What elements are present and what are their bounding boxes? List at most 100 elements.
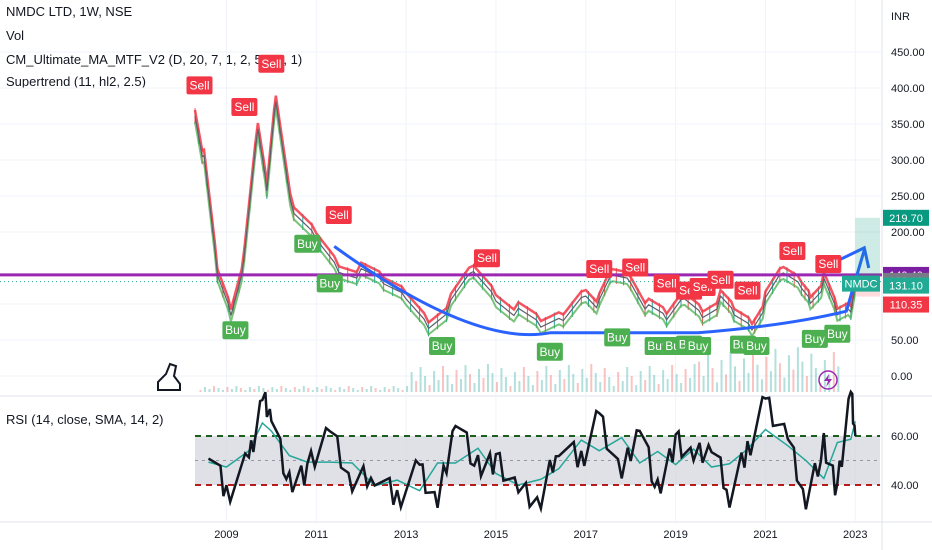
symbol-title[interactable]: NMDC LTD, 1W, NSE (6, 4, 133, 19)
volume-bar (738, 380, 741, 392)
volume-bar (630, 376, 633, 392)
time-axis-tick: 2021 (753, 529, 777, 541)
ma-indicator-legend[interactable]: CM_Ultimate_MA_MTF_V2 (D, 20, 7, 1, 2, 5… (6, 52, 303, 67)
volume-bar (599, 382, 602, 392)
volume-bar (572, 374, 575, 392)
sell-signal-label: Sell (329, 208, 349, 222)
volume-bar (329, 388, 332, 392)
buy-signal-box (801, 329, 828, 348)
volume-bar (612, 386, 615, 392)
volume-bar (716, 382, 719, 392)
volume-legend[interactable]: Vol (6, 28, 25, 43)
sell-signal-box (231, 98, 258, 116)
volume-bar (230, 389, 233, 392)
volume-bar (446, 375, 449, 392)
volume-bar (500, 368, 503, 392)
volume-bar (837, 366, 840, 392)
volume-bar (801, 361, 804, 392)
buy-signal-box (604, 328, 631, 347)
price-axis-tick: 400.00 (891, 83, 925, 95)
volume-bar (527, 376, 530, 392)
sell-signal-label: Sell (657, 276, 677, 290)
volume-bar (805, 376, 808, 392)
buy-signal-box (824, 324, 851, 343)
volume-bar (783, 377, 786, 392)
volume-bar (311, 390, 314, 392)
volume-bar (702, 376, 705, 392)
volume-bar (729, 352, 732, 392)
sell-signal-box (258, 54, 285, 73)
volume-bar (320, 389, 323, 392)
volume-bar (756, 364, 759, 392)
sell-signal-label: Sell (711, 273, 731, 287)
time-axis-tick: 2015 (484, 529, 508, 541)
volume-bar (778, 363, 781, 392)
time-axis-tick: 2013 (394, 529, 418, 541)
volume-bar (298, 389, 301, 392)
supertrend-legend[interactable]: Supertrend (11, hl2, 2.5) (6, 74, 146, 89)
volume-bar (522, 367, 525, 392)
volume-bar (212, 386, 215, 392)
volume-bar (293, 387, 296, 392)
buy-signal-label: Buy (827, 327, 848, 341)
volume-bar (549, 375, 552, 392)
volume-bar (217, 388, 220, 392)
volume-bar (594, 373, 597, 392)
buy-signal-label: Buy (319, 276, 340, 290)
volume-bar (554, 384, 557, 392)
buy-signal-label: Buy (297, 237, 318, 251)
volume-bar (419, 367, 422, 392)
price-axis-tick: 450.00 (891, 47, 925, 59)
volume-bar (473, 383, 476, 392)
volume-bar (662, 370, 665, 392)
volume-bar (482, 378, 485, 392)
supertrend-up-line (194, 107, 857, 338)
volume-bar (397, 388, 400, 392)
buy-signal-label: Buy (746, 339, 767, 353)
symbol-tag (842, 275, 880, 292)
volume-bar (698, 361, 701, 392)
volume-bar (392, 386, 395, 392)
buy-signal-label: Buy (607, 330, 628, 344)
sell-signal-box (779, 242, 806, 260)
sell-signal-label: Sell (234, 100, 254, 114)
volume-bar (644, 380, 647, 392)
time-axis-tick: 2019 (663, 529, 687, 541)
volume-bar (819, 382, 822, 392)
rsi-legend[interactable]: RSI (14, close, SMA, 14, 2) (6, 412, 164, 427)
volume-bar (401, 390, 404, 392)
currency-label: INR (891, 11, 910, 23)
time-axis-tick: 2009 (214, 529, 238, 541)
volume-bar (751, 350, 754, 392)
volume-bar (675, 374, 678, 392)
volume-bar (343, 389, 346, 392)
volume-bar (239, 388, 242, 392)
sell-signal-box (707, 270, 734, 289)
lightning-icon (818, 370, 838, 390)
volume-bar (284, 388, 287, 392)
volume-bar (307, 388, 310, 392)
volume-bar (275, 389, 278, 392)
volume-bar (657, 384, 660, 392)
price-axis-tick: 50.00 (891, 335, 919, 347)
volume-bar (639, 371, 642, 392)
price-axis-tick: 0.00 (891, 371, 912, 383)
volume-bar (707, 353, 710, 392)
volume-bar (540, 380, 543, 392)
volume-bar (734, 366, 737, 392)
rsi-axis-tick: 60.00 (891, 431, 919, 443)
volume-bar (814, 368, 817, 392)
volume-bar (563, 379, 566, 392)
price-axis-tick: 200.00 (891, 227, 925, 239)
volume-bar (603, 368, 606, 392)
volume-bar (253, 389, 256, 392)
volume-bar (653, 375, 656, 392)
volume-bar (693, 364, 696, 392)
lightning-bolt (824, 374, 832, 387)
price-tag (883, 209, 929, 226)
tradingview-logo-icon (157, 362, 181, 391)
volume-bar (743, 358, 745, 392)
price-tag-label: 219.70 (889, 213, 923, 225)
buy-signal-box (429, 337, 456, 356)
